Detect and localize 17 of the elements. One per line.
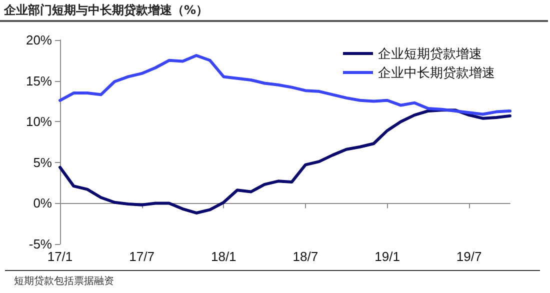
y-tick-label: 20% xyxy=(26,32,52,48)
x-tick-label: 19/1 xyxy=(374,249,400,264)
x-tick-label: 17/1 xyxy=(47,249,73,264)
y-tick-label: 10% xyxy=(26,114,52,130)
chart-title: 企业部门短期与中长期贷款增速（%） xyxy=(4,2,208,19)
legend-label: 企业中长期贷款增速 xyxy=(378,65,495,80)
y-tick-label: -5% xyxy=(28,236,52,252)
line-series xyxy=(58,108,512,214)
x-tick-label: 19/7 xyxy=(456,249,482,264)
y-tick-label: 0% xyxy=(33,196,52,211)
legend-label: 企业短期贷款增速 xyxy=(378,46,482,61)
y-tick-label: 5% xyxy=(33,154,52,170)
x-tick-label: 17/7 xyxy=(129,249,154,264)
text: 短期贷款包括票据融资 xyxy=(14,274,114,288)
x-tick-label: 18/1 xyxy=(210,249,236,264)
y-tick-label: 15% xyxy=(26,73,52,88)
x-tick-label: 18/7 xyxy=(292,249,318,264)
